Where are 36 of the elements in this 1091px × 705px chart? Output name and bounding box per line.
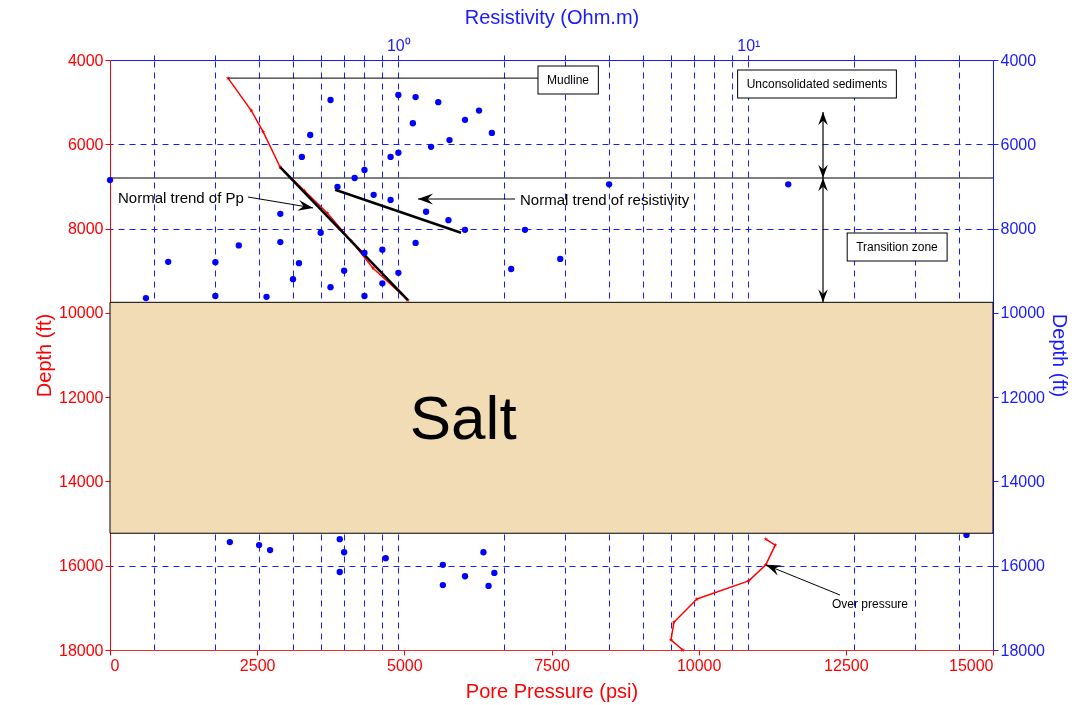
y-axis-title: Depth (ft) (33, 313, 56, 398)
y-tick-label: 14000 (59, 472, 104, 490)
y2-tick-label: 6000 (1000, 135, 1037, 153)
x-tick-label: 15000 (949, 656, 994, 674)
annotation: Normal trend of Pp (118, 188, 244, 206)
y-tick-label: 18000 (59, 641, 104, 659)
annotation: Transition zone (856, 240, 939, 254)
annotation: Normal trend of resistivity (520, 190, 690, 208)
y2-tick-label: 18000 (1000, 641, 1046, 659)
y2-tick-label: 4000 (1000, 51, 1037, 69)
x-tick-label: 2500 (239, 656, 276, 674)
y2-axis-title: Depth (ft) (1048, 313, 1071, 398)
y-tick-label: 16000 (59, 557, 104, 575)
annotation: Mudline (546, 73, 590, 87)
x-tick-label: 12500 (824, 656, 869, 674)
band-label: Salt (409, 383, 517, 453)
y2-tick-label: 14000 (1000, 472, 1046, 490)
x2-tick-label: 10⁰ (386, 36, 411, 54)
x2-axis-title: Resistivity (Ohm.m) (464, 5, 640, 28)
y-tick-label: 10000 (59, 304, 104, 322)
y-tick-label: 6000 (67, 135, 104, 153)
x-tick-label: 0 (110, 656, 120, 674)
annotation: Unconsolidated sediments (746, 77, 888, 91)
y-tick-label: 8000 (67, 220, 104, 238)
y2-tick-label: 8000 (1000, 220, 1037, 238)
y2-tick-label: 12000 (1000, 388, 1046, 406)
annotation: Over pressure (831, 597, 909, 611)
y2-tick-label: 16000 (1000, 557, 1046, 575)
y-tick-label: 12000 (59, 388, 104, 406)
x-tick-label: 7500 (534, 656, 570, 674)
x2-tick-label: 10¹ (737, 36, 761, 54)
x-axis-title: Pore Pressure (psi) (465, 679, 639, 702)
x-tick-label: 10000 (676, 656, 722, 674)
y-tick-label: 4000 (67, 51, 104, 69)
x-tick-label: 5000 (387, 656, 423, 674)
y2-tick-label: 10000 (1000, 304, 1046, 322)
